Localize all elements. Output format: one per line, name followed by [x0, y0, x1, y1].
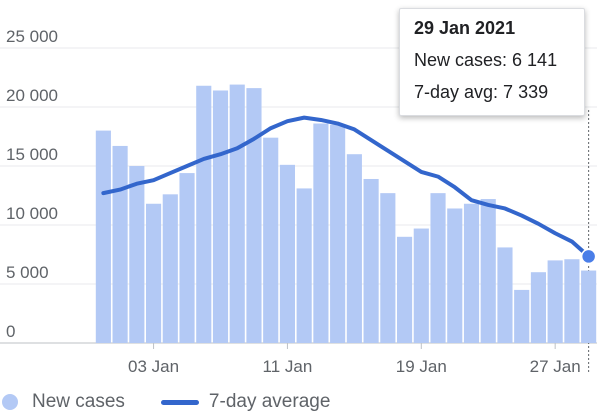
bar[interactable]: [95, 130, 111, 343]
bar[interactable]: [246, 88, 262, 344]
bar[interactable]: [463, 203, 480, 343]
avg-line-group: [101, 115, 597, 265]
y-tick-label: 25 000: [6, 27, 58, 46]
bar[interactable]: [480, 199, 496, 343]
legend-label-avg: 7-day average: [208, 391, 331, 412]
bar[interactable]: [413, 228, 429, 343]
y-tick-label: 5 000: [6, 263, 49, 282]
bar[interactable]: [296, 188, 312, 343]
x-tick-label: 11 Jan: [263, 357, 313, 376]
bar[interactable]: [212, 90, 229, 343]
y-tick-label: 0: [6, 322, 15, 341]
bar[interactable]: [313, 123, 329, 344]
bar[interactable]: [363, 178, 379, 343]
bar[interactable]: [346, 154, 362, 343]
avg-line: [101, 115, 591, 259]
bar[interactable]: [146, 203, 162, 343]
y-axis-labels: 0 5 000 10 000 15 000 20 000 25 000: [6, 27, 58, 341]
x-tick-label: 19 Jan: [396, 357, 447, 376]
bar[interactable]: [530, 272, 546, 343]
bar[interactable]: [229, 84, 245, 343]
chart: 0 5 000 10 000 15 000 20 000 25 000 03 Jan 11 …: [0, 27, 597, 376]
bar[interactable]: [547, 260, 563, 343]
bar[interactable]: [279, 164, 295, 343]
bar[interactable]: [397, 236, 413, 343]
bar[interactable]: [497, 247, 513, 343]
bar[interactable]: [162, 194, 178, 343]
legend: New cases 7-day average: [0, 390, 366, 414]
x-axis-labels: 03 Jan 11 Jan 19 Jan 27 Jan: [128, 343, 581, 376]
tooltip-new-cases: New cases: 6 141: [414, 50, 558, 70]
x-tick-label: 03 Jan: [128, 357, 179, 376]
legend-label-new-cases: New cases: [32, 391, 125, 412]
bar[interactable]: [514, 289, 530, 343]
y-tick-label: 15 000: [6, 145, 58, 164]
tooltip-date: 29 Jan 2021: [414, 18, 516, 38]
bars: [95, 84, 597, 344]
bar[interactable]: [380, 193, 396, 343]
bar[interactable]: [263, 137, 279, 343]
bar[interactable]: [179, 173, 195, 343]
y-tick-label: 10 000: [6, 204, 58, 223]
highlight-point[interactable]: [580, 248, 597, 265]
bar[interactable]: [564, 259, 580, 343]
legend-item-new-cases[interactable]: New cases: [0, 391, 125, 413]
tooltip: 29 Jan 2021 New cases: 6 141 7-day avg: …: [399, 8, 585, 116]
bar[interactable]: [330, 124, 346, 343]
tooltip-avg: 7-day avg: 7 339: [414, 82, 549, 102]
legend-item-avg[interactable]: 7-day average: [160, 391, 331, 413]
legend-dot-icon: [2, 394, 18, 410]
bar[interactable]: [196, 85, 212, 343]
legend-line-icon: [160, 399, 199, 405]
bar[interactable]: [581, 270, 597, 343]
bar[interactable]: [129, 166, 145, 343]
bar[interactable]: [112, 145, 128, 343]
y-tick-label: 20 000: [6, 86, 58, 105]
bar[interactable]: [430, 193, 446, 343]
x-tick-label: 27 Jan: [530, 357, 581, 376]
bar[interactable]: [447, 208, 463, 343]
